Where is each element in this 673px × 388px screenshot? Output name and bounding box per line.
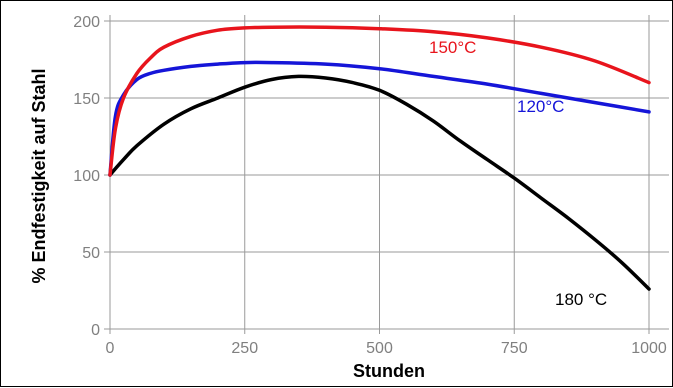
- x-tick-label: 750: [501, 340, 528, 357]
- series-120c-label: 120°C: [517, 97, 564, 116]
- series-150c-label: 150°C: [429, 38, 476, 57]
- y-tick-label: 100: [73, 168, 100, 185]
- x-tick-label: 1000: [631, 340, 667, 357]
- grid: [109, 15, 669, 330]
- series-180c-line: [108, 74, 651, 291]
- y-tick-label: 200: [73, 14, 100, 31]
- x-axis-title: Stunden: [353, 361, 425, 381]
- series-180c-label: 180 °C: [555, 290, 607, 309]
- y-axis-title: % Endfestigkeit auf Stahl: [29, 68, 49, 283]
- x-tick-label: 500: [366, 340, 393, 357]
- y-tick-label: 0: [91, 322, 100, 339]
- series-150c-line: [108, 25, 651, 177]
- axes: 0 250 500 750 1000 0 50 100 150 200: [73, 14, 667, 357]
- series-120c-line: [108, 60, 651, 177]
- x-tick-label: 250: [231, 340, 258, 357]
- y-tick-label: 150: [73, 91, 100, 108]
- x-tick-label: 0: [106, 340, 115, 357]
- series-labels: 150°C 120°C 180 °C: [429, 38, 607, 309]
- y-tick-label: 50: [82, 245, 100, 262]
- series-lines: [108, 25, 651, 291]
